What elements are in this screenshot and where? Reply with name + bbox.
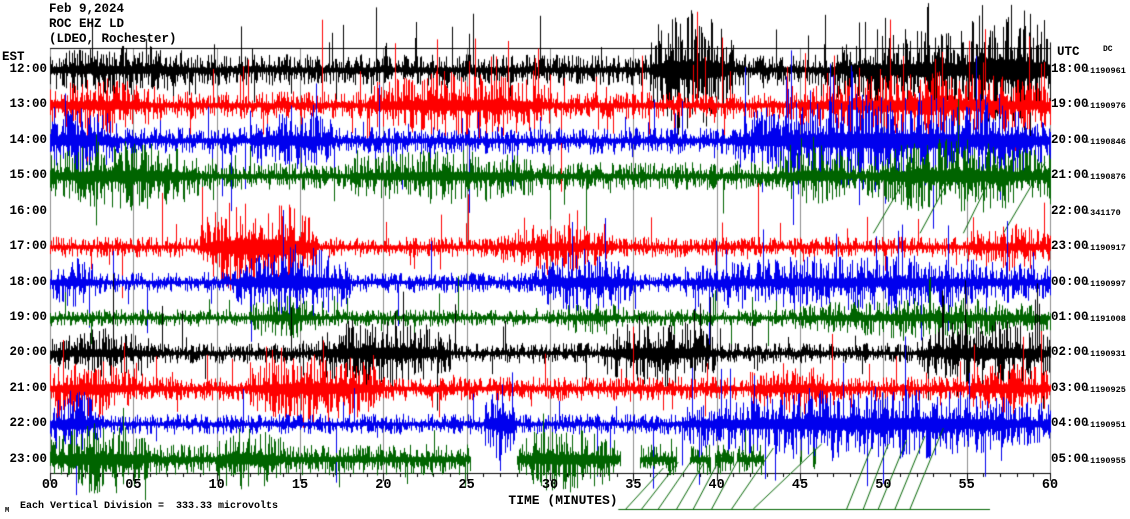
x-tick-label: 50 bbox=[875, 478, 892, 493]
x-tick-label: 45 bbox=[791, 478, 809, 493]
footer-watermark: M bbox=[5, 507, 10, 515]
header: Feb 9,2024 ROC EHZ LD (LDEO, Rochester) bbox=[49, 2, 177, 47]
utc-time-label: 02:00 bbox=[1051, 345, 1089, 360]
dc-value-label: -1190876 bbox=[1085, 172, 1126, 183]
x-tick-label: 15 bbox=[291, 478, 309, 493]
utc-time-label: 21:00 bbox=[1051, 168, 1089, 183]
right-axis-title: UTC bbox=[1057, 45, 1080, 59]
est-time-label: 19:00 bbox=[9, 309, 47, 324]
utc-time-label: 19:00 bbox=[1051, 97, 1089, 112]
left-axis-title: EST bbox=[2, 50, 25, 64]
utc-time-label: 20:00 bbox=[1051, 132, 1089, 147]
x-tick-label: 10 bbox=[208, 478, 225, 493]
est-time-label: 15:00 bbox=[9, 168, 47, 183]
utc-time-label: 00:00 bbox=[1051, 274, 1089, 289]
dc-value-label: -1190961 bbox=[1085, 66, 1126, 76]
dc-value-label: -1190976 bbox=[1085, 101, 1126, 112]
x-tick-label: 30 bbox=[541, 478, 559, 493]
x-tick-label: 40 bbox=[708, 478, 725, 493]
header-station-location: (LDEO, Rochester) bbox=[49, 32, 177, 46]
dc-value-label: -1190955 bbox=[1085, 455, 1126, 466]
utc-time-label: 22:00 bbox=[1051, 203, 1089, 218]
footer-note: Each Vertical Division = 333.33 microvol… bbox=[20, 501, 279, 512]
est-time-label: 22:00 bbox=[9, 416, 47, 431]
est-time-label: 12:00 bbox=[9, 62, 47, 76]
dc-value-label: -1190917 bbox=[1085, 243, 1126, 254]
dc-value-label: -341170 bbox=[1085, 207, 1121, 218]
utc-time-label: 03:00 bbox=[1051, 380, 1089, 395]
header-station-code: ROC EHZ LD bbox=[49, 17, 125, 31]
x-tick-label: 20 bbox=[375, 478, 392, 493]
est-time-label: 21:00 bbox=[9, 380, 47, 395]
utc-time-label: 05:00 bbox=[1051, 451, 1089, 466]
x-tick-label: 05 bbox=[125, 478, 142, 493]
est-time-label: 18:00 bbox=[9, 274, 47, 289]
x-tick-label: 35 bbox=[625, 478, 642, 493]
utc-time-label: 04:00 bbox=[1051, 416, 1089, 431]
est-time-label: 14:00 bbox=[9, 132, 47, 147]
dc-value-label: -1190925 bbox=[1085, 384, 1126, 395]
dc-value-label: -1191008 bbox=[1085, 313, 1126, 324]
est-time-label: 20:00 bbox=[9, 345, 47, 360]
utc-time-label: 01:00 bbox=[1051, 309, 1089, 324]
x-tick-label: 55 bbox=[958, 478, 975, 493]
est-time-label: 13:00 bbox=[9, 97, 47, 112]
header-date: Feb 9,2024 bbox=[49, 2, 125, 16]
utc-time-label: 18:00 bbox=[1051, 62, 1089, 76]
right-axis-dc-title: DC bbox=[1103, 45, 1113, 54]
utc-time-label: 23:00 bbox=[1051, 239, 1089, 254]
dc-value-label: -1190951 bbox=[1085, 420, 1126, 431]
est-time-label: 17:00 bbox=[9, 239, 47, 254]
x-tick-label: 00 bbox=[41, 478, 59, 493]
x-tick-label: 25 bbox=[458, 478, 475, 493]
dc-value-label: -1190997 bbox=[1085, 278, 1126, 289]
dc-value-label: -1190846 bbox=[1085, 136, 1126, 147]
est-time-label: 16:00 bbox=[9, 203, 47, 218]
dc-value-label: -1190931 bbox=[1085, 349, 1126, 360]
x-tick-label: 60 bbox=[1041, 478, 1059, 493]
x-axis-title: TIME (MINUTES) bbox=[508, 493, 618, 508]
est-time-label: 23:00 bbox=[9, 451, 47, 466]
